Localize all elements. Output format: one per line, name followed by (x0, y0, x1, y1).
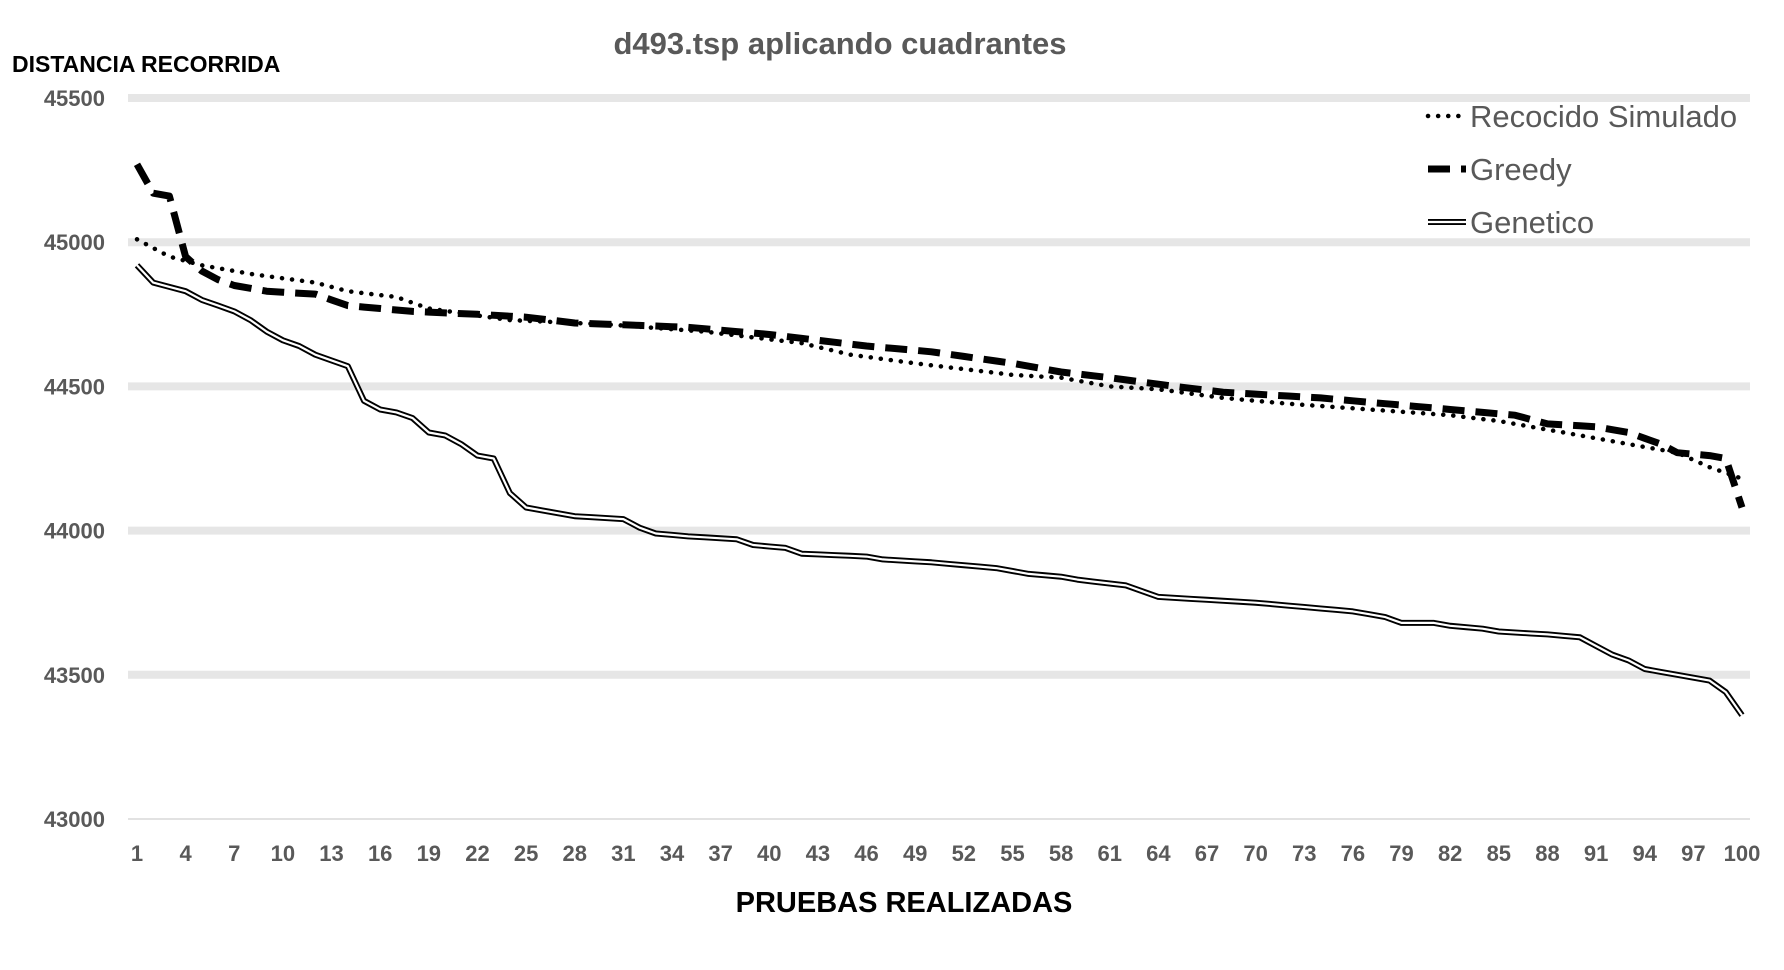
genetico-line-inner (136, 264, 1743, 716)
x-tick-label: 61 (1097, 841, 1121, 866)
x-tick-label: 64 (1146, 841, 1171, 866)
x-tick-label: 46 (854, 841, 878, 866)
x-tick-label: 91 (1584, 841, 1608, 866)
x-tick-label: 43 (806, 841, 830, 866)
x-tick-label: 100 (1724, 841, 1761, 866)
x-tick-label: 37 (708, 841, 732, 866)
x-axis-label: PRUEBAS REALIZADAS (736, 887, 1073, 919)
y-tick-label: 44500 (44, 374, 105, 399)
series-recocido-simulado (134, 237, 1745, 481)
x-tick-label: 55 (1000, 841, 1024, 866)
x-tick-label: 16 (368, 841, 392, 866)
y-tick-label: 43500 (44, 663, 105, 688)
legend-item-genetico: Genetico (1428, 205, 1594, 240)
x-tick-label: 31 (611, 841, 635, 866)
recocido-simulado-line (134, 237, 1745, 481)
x-tick-labels: 1 4 7 10 13 16 19 22 25 28 31 34 37 40 43 46 49 52 55 58 61 6… (131, 841, 1760, 866)
x-tick-label: 22 (465, 841, 489, 866)
legend-label: Greedy (1470, 152, 1572, 187)
legend-label: Recocido Simulado (1470, 99, 1737, 134)
series-greedy (133, 162, 1746, 509)
x-tick-label: 94 (1632, 841, 1657, 866)
x-tick-label: 52 (952, 841, 976, 866)
x-tick-label: 7 (228, 841, 240, 866)
x-tick-label: 85 (1487, 841, 1511, 866)
y-tick-label: 44000 (44, 519, 105, 544)
y-tick-label: 45000 (44, 230, 105, 255)
x-tick-label: 79 (1389, 841, 1413, 866)
x-tick-label: 4 (180, 841, 193, 866)
genetico-line-outer (134, 263, 1745, 717)
x-tick-label: 70 (1243, 841, 1267, 866)
x-tick-label: 58 (1049, 841, 1073, 866)
x-tick-label: 10 (271, 841, 295, 866)
x-tick-label: 13 (319, 841, 343, 866)
x-tick-label: 76 (1341, 841, 1365, 866)
greedy-line (133, 162, 1746, 509)
legend-item-greedy: Greedy (1428, 152, 1572, 187)
legend: Recocido Simulado Greedy Genetico (1425, 99, 1737, 240)
gridlines (128, 94, 1750, 820)
x-tick-label: 82 (1438, 841, 1462, 866)
legend-label: Genetico (1470, 205, 1594, 240)
y-tick-label: 43000 (44, 807, 105, 832)
x-tick-label: 25 (514, 841, 538, 866)
series-genetico (134, 263, 1745, 717)
y-tick-labels: 43000 43500 44000 44500 45000 45500 (44, 86, 105, 832)
x-tick-label: 73 (1292, 841, 1316, 866)
x-tick-label: 97 (1681, 841, 1705, 866)
x-tick-label: 40 (757, 841, 781, 866)
chart-title: d493.tsp aplicando cuadrantes (613, 26, 1066, 61)
x-tick-label: 1 (131, 841, 143, 866)
x-tick-label: 67 (1195, 841, 1219, 866)
y-axis-label: DISTANCIA RECORRIDA (12, 51, 280, 77)
x-tick-label: 88 (1535, 841, 1559, 866)
x-tick-label: 34 (660, 841, 685, 866)
legend-item-recocido-simulado: Recocido Simulado (1425, 99, 1737, 134)
x-tick-label: 19 (417, 841, 441, 866)
x-tick-label: 28 (562, 841, 586, 866)
y-tick-label: 45500 (44, 86, 105, 111)
x-tick-label: 49 (903, 841, 927, 866)
series-lines (133, 162, 1746, 717)
